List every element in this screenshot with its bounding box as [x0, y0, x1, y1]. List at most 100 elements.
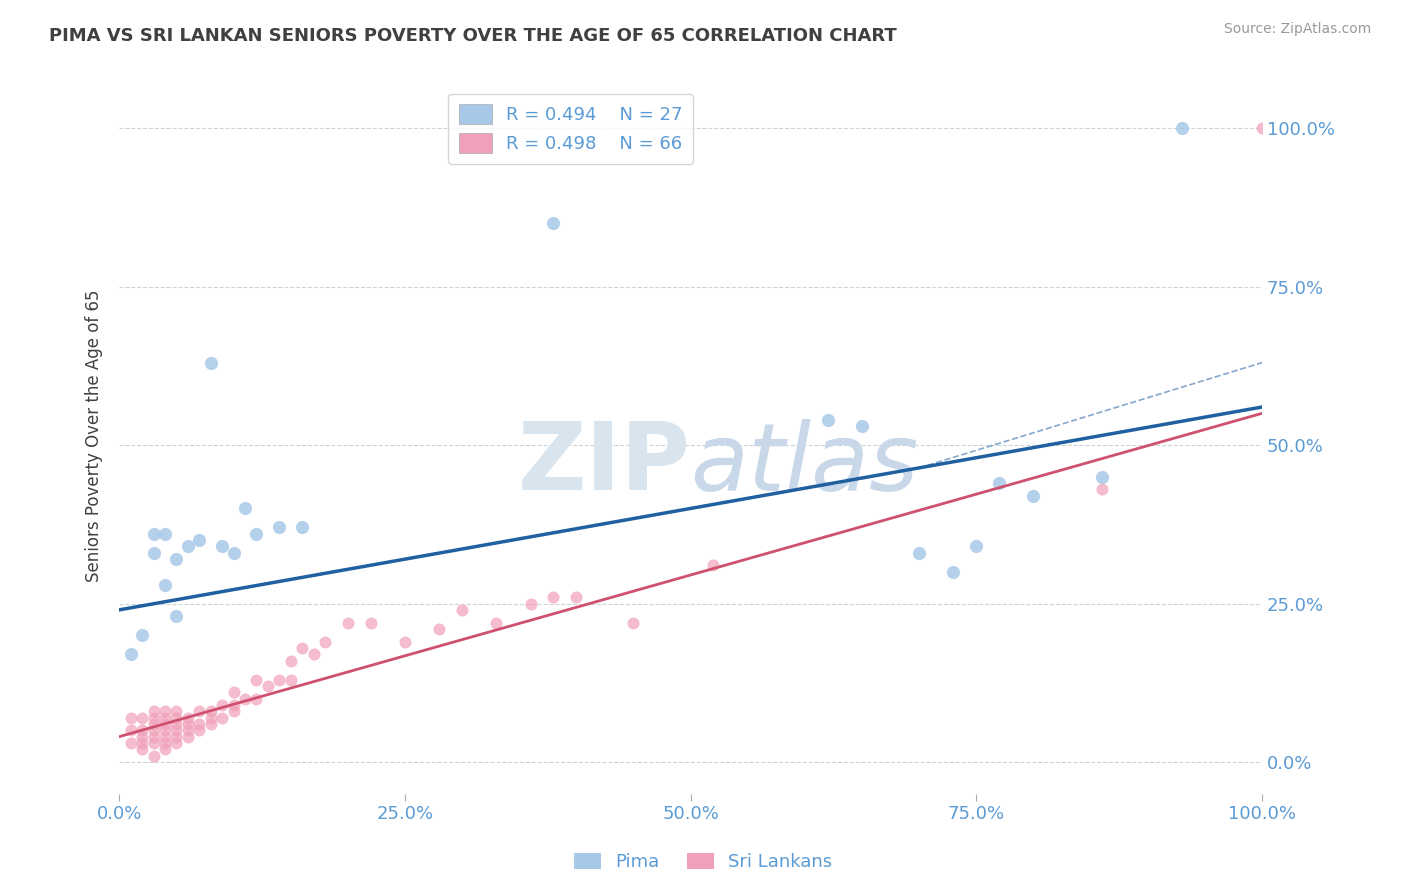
Point [360, 615, 382, 630]
Point [851, 419, 873, 434]
Point [336, 615, 359, 630]
Point [302, 647, 325, 661]
Point [211, 698, 233, 712]
Point [188, 704, 211, 718]
Text: Source: ZipAtlas.com: Source: ZipAtlas.com [1223, 22, 1371, 37]
Point [131, 723, 153, 738]
Point [427, 622, 450, 636]
Point [908, 546, 931, 560]
Point [120, 723, 142, 738]
Point [165, 717, 187, 731]
Point [142, 736, 165, 750]
Point [153, 736, 176, 750]
Point [153, 711, 176, 725]
Point [177, 540, 200, 554]
Point [153, 526, 176, 541]
Point [623, 615, 645, 630]
Point [200, 717, 222, 731]
Text: PIMA VS SRI LANKAN SENIORS POVERTY OVER THE AGE OF 65 CORRELATION CHART: PIMA VS SRI LANKAN SENIORS POVERTY OVER … [49, 27, 897, 45]
Point [153, 577, 176, 591]
Point [131, 628, 153, 642]
Point [188, 533, 211, 548]
Point [233, 501, 256, 516]
Y-axis label: Seniors Poverty Over the Age of 65: Seniors Poverty Over the Age of 65 [86, 289, 103, 582]
Point [245, 691, 267, 706]
Point [142, 717, 165, 731]
Point [120, 736, 142, 750]
Point [142, 730, 165, 744]
Point [988, 476, 1011, 491]
Point [211, 540, 233, 554]
Text: atlas: atlas [690, 418, 920, 509]
Point [131, 711, 153, 725]
Point [233, 691, 256, 706]
Point [165, 711, 187, 725]
Point [314, 634, 336, 648]
Point [394, 634, 416, 648]
Point [942, 565, 965, 579]
Point [120, 647, 142, 661]
Point [142, 704, 165, 718]
Point [177, 730, 200, 744]
Point [485, 615, 508, 630]
Point [200, 704, 222, 718]
Point [142, 526, 165, 541]
Point [1171, 121, 1194, 136]
Point [543, 590, 565, 604]
Point [1091, 483, 1114, 497]
Point [188, 717, 211, 731]
Point [817, 413, 839, 427]
Point [280, 673, 302, 687]
Point [188, 723, 211, 738]
Point [222, 698, 245, 712]
Point [153, 742, 176, 756]
Point [142, 723, 165, 738]
Point [131, 736, 153, 750]
Point [1251, 121, 1274, 136]
Point [256, 679, 278, 693]
Point [565, 590, 588, 604]
Point [165, 736, 187, 750]
Point [451, 603, 474, 617]
Point [245, 673, 267, 687]
Text: ZIP: ZIP [517, 418, 690, 510]
Point [165, 723, 187, 738]
Point [142, 546, 165, 560]
Point [165, 552, 187, 566]
Point [153, 717, 176, 731]
Point [142, 711, 165, 725]
Point [280, 654, 302, 668]
Point [120, 711, 142, 725]
Point [245, 526, 267, 541]
Point [200, 356, 222, 370]
Point [222, 546, 245, 560]
Point [222, 685, 245, 699]
Point [1091, 469, 1114, 483]
Point [269, 520, 291, 534]
Point [177, 717, 200, 731]
Point [142, 748, 165, 763]
Legend: R = 0.494    N = 27, R = 0.498    N = 66: R = 0.494 N = 27, R = 0.498 N = 66 [449, 94, 693, 164]
Point [269, 673, 291, 687]
Point [291, 640, 314, 655]
Point [131, 742, 153, 756]
Point [131, 730, 153, 744]
Point [165, 609, 187, 624]
Point [702, 558, 724, 573]
Point [165, 704, 187, 718]
Point [177, 723, 200, 738]
Point [1022, 489, 1045, 503]
Point [153, 730, 176, 744]
Point [543, 216, 565, 230]
Point [222, 704, 245, 718]
Point [211, 711, 233, 725]
Point [200, 711, 222, 725]
Point [153, 723, 176, 738]
Point [165, 730, 187, 744]
Point [153, 704, 176, 718]
Legend: Pima, Sri Lankans: Pima, Sri Lankans [567, 846, 839, 879]
Point [965, 540, 987, 554]
Point [177, 711, 200, 725]
Point [291, 520, 314, 534]
Point [519, 597, 541, 611]
